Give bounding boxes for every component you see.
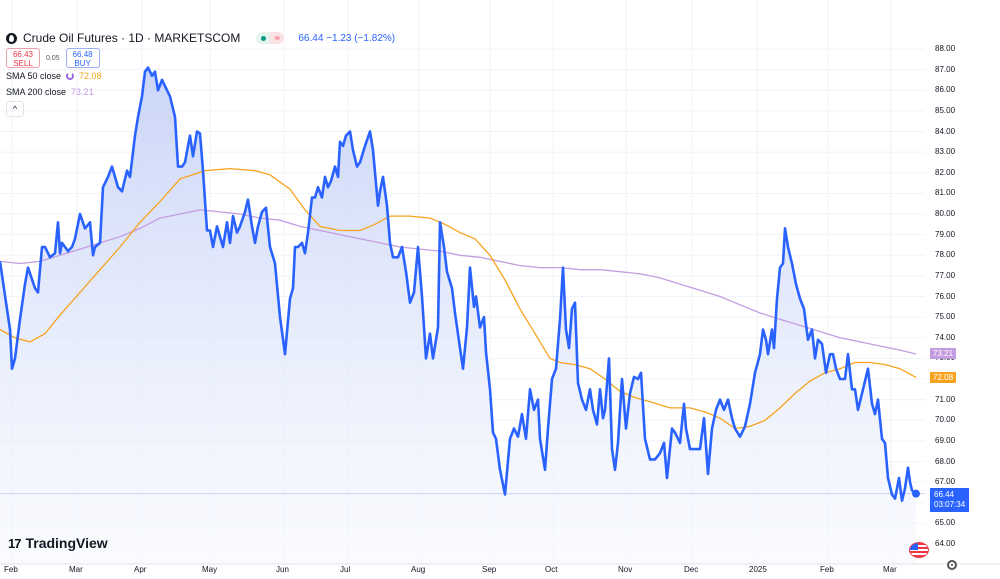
price-axis-label: 76.00	[935, 291, 956, 301]
indicator-name: SMA 200 close	[6, 87, 67, 97]
last-price-tag: 66.44 03:07:34	[930, 488, 970, 512]
time-axis-label: Mar	[69, 565, 83, 574]
chart-legend: Crude Oil Futures · 1D · MARKETSCOM ≈ 66…	[6, 30, 395, 117]
us-flag-events-icon[interactable]	[909, 542, 929, 558]
last-price-value: 66.44	[934, 490, 955, 499]
spread-value: 0.05	[46, 54, 60, 62]
price-area-fill	[0, 67, 916, 564]
indicator-sma200[interactable]: SMA 200 close 73.21	[6, 84, 395, 100]
buy-label: BUY	[74, 59, 91, 68]
price-axis-label: 79.00	[935, 229, 956, 239]
sma50-price-tag: 72.08	[930, 372, 957, 383]
time-axis-label: Jul	[340, 565, 351, 574]
time-axis-label: Sep	[482, 565, 497, 574]
price-axis-label: 69.00	[935, 435, 956, 445]
loading-icon	[66, 72, 75, 80]
price-axis-label: 78.00	[935, 250, 956, 260]
price-line	[0, 66, 917, 502]
settings-gear-icon[interactable]	[947, 560, 957, 570]
indicator-value: 72.08	[79, 71, 102, 81]
buy-button[interactable]: 66.48 BUY	[65, 48, 100, 68]
price-axis-label: 83.00	[935, 147, 956, 157]
price-axis-label: 86.00	[935, 85, 956, 95]
price-axis-label: 87.00	[935, 64, 956, 74]
tradingview-logo[interactable]: 17 TradingView	[8, 535, 108, 551]
sell-button[interactable]: 66.43 SELL	[6, 48, 40, 68]
symbol-title[interactable]: Crude Oil Futures · 1D · MARKETSCOM	[23, 31, 241, 45]
time-axis-label: Feb	[820, 565, 834, 574]
time-axis-label: May	[202, 565, 218, 574]
buy-price: 66.48	[72, 50, 93, 59]
oil-drop-icon	[6, 32, 17, 44]
price-axis-label: 88.00	[935, 44, 956, 53]
time-axis-label: Apr	[134, 565, 147, 574]
price-axis-label: 74.00	[935, 332, 956, 342]
approx-data-icon: ≈	[270, 32, 285, 44]
price-axis-label: 64.00	[935, 539, 956, 548]
indicator-value: 73.21	[71, 87, 94, 97]
sell-price: 66.43	[12, 50, 34, 59]
price-axis-label: 85.00	[935, 105, 956, 115]
time-axis-label: 2025	[749, 565, 767, 574]
indicator-sma50[interactable]: SMA 50 close 72.08	[6, 68, 395, 84]
price-axis-label: 77.00	[935, 270, 956, 280]
price-axis-label: 80.00	[935, 209, 956, 218]
indicator-name: SMA 50 close	[6, 71, 62, 81]
sma-200-line	[0, 209, 917, 355]
tv-logo-text: TradingView	[25, 535, 108, 551]
tv-logo-mark-icon: 17	[8, 535, 22, 551]
sma-50-line	[0, 167, 917, 430]
sell-label: SELL	[13, 59, 33, 68]
time-axis-label: Oct	[545, 565, 558, 574]
time-axis-label: Nov	[618, 565, 633, 574]
time-axis-label: Dec	[684, 565, 699, 574]
chevron-up-icon: ^	[12, 104, 18, 114]
time-axis-label: Jun	[276, 565, 289, 574]
price-axis-label: 84.00	[935, 126, 956, 136]
collapse-legend-button[interactable]: ^	[6, 101, 24, 117]
price-axis-label: 70.00	[935, 415, 956, 425]
price-axis-label: 82.00	[935, 167, 956, 177]
market-open-icon	[256, 32, 271, 44]
sma200-price-tag: 73.21	[930, 348, 957, 359]
last-price-dot	[912, 489, 920, 498]
market-status[interactable]: ≈	[256, 32, 285, 44]
quote-change: 66.44 −1.23 (−1.82%)	[298, 32, 396, 44]
price-axis-label: 68.00	[935, 456, 956, 466]
bar-countdown: 03:07:34	[934, 500, 966, 509]
price-axis-label: 81.00	[935, 188, 956, 198]
price-axis-label: 71.00	[935, 394, 956, 404]
time-axis-label: Aug	[411, 565, 426, 574]
price-axis-label: 67.00	[935, 477, 956, 487]
price-axis-label: 75.00	[935, 312, 956, 322]
time-axis-label: Mar	[883, 565, 897, 574]
price-axis-label: 65.00	[935, 518, 956, 528]
time-axis-label: Feb	[4, 565, 18, 574]
